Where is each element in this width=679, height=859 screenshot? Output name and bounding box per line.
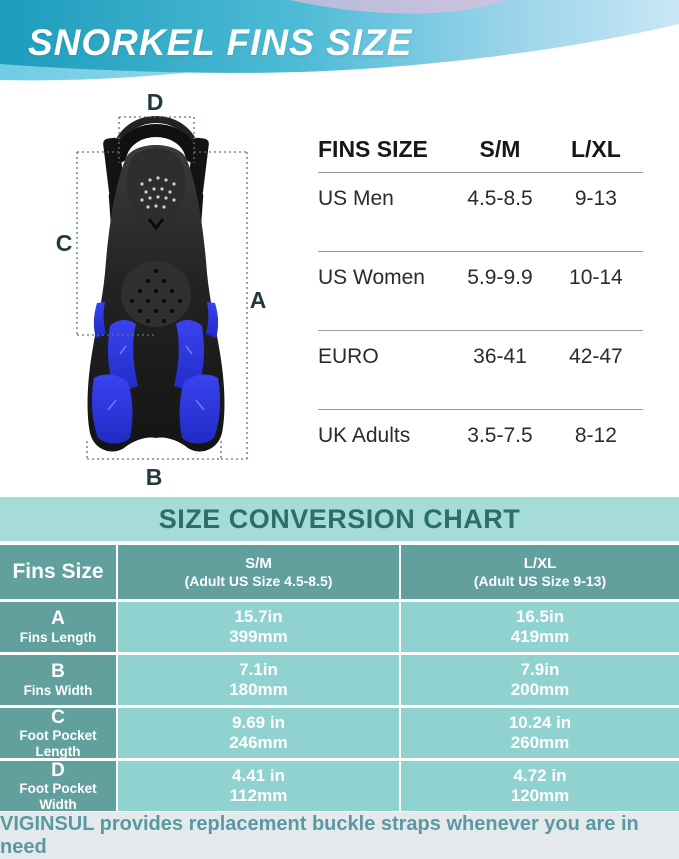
- sm-value: 4.5-8.5: [467, 187, 533, 210]
- sm-measurement: 15.7in 399mm: [118, 602, 399, 652]
- dimension-name: Foot Pocket Width: [19, 781, 97, 812]
- column-header-lxl: L/XL: [570, 135, 621, 162]
- row-key: D Foot Pocket Width: [0, 759, 116, 812]
- inches-value: 7.1in: [239, 660, 278, 680]
- inches-value: 15.7in: [234, 607, 283, 627]
- sm-value: 3.5-7.5: [467, 424, 533, 447]
- sm-measurement: 7.1in 180mm: [118, 655, 399, 705]
- mm-value: 120mm: [510, 786, 570, 805]
- conversion-chart-title: SIZE CONVERSION CHART: [0, 497, 679, 541]
- mm-value: 200mm: [510, 680, 570, 699]
- inches-value: 10.24 in: [508, 713, 572, 733]
- mm-value: 419mm: [510, 627, 570, 646]
- dimension-name: Foot Pocket Length: [19, 728, 97, 759]
- dimension-label-b: B: [146, 464, 163, 490]
- lxl-measurement: 7.9in 200mm: [401, 655, 679, 705]
- column-header-fins-size: FINS SIZE: [318, 135, 428, 162]
- dimension-label-c: C: [56, 230, 73, 256]
- lxl-measurement: 10.24 in 260mm: [401, 708, 679, 758]
- dimension-letter: A: [51, 608, 65, 630]
- mm-value: 260mm: [510, 733, 570, 752]
- header-swoosh-graphic: [0, 0, 679, 81]
- lxl-value: 10-14: [569, 266, 623, 289]
- row-label: US Women: [318, 266, 425, 289]
- table-row: UK Adults 3.5-7.5 8-12: [318, 409, 643, 488]
- header-size-detail: (Adult US Size 4.5-8.5): [184, 572, 333, 589]
- row-label: EURO: [318, 345, 379, 368]
- fins-size-table-header: FINS SIZE S/M L/XL: [318, 126, 643, 172]
- fin-dimension-diagram: D C A B: [50, 88, 275, 498]
- sm-value: 36-41: [473, 345, 527, 368]
- heel-pad-dots: [140, 176, 176, 209]
- header-size-detail: (Adult US Size 9-13): [473, 572, 607, 589]
- sm-measurement: 9.69 in 246mm: [118, 708, 399, 758]
- dimension-lines: [76, 116, 248, 460]
- page-title: SNORKEL FINS SIZE: [28, 22, 413, 63]
- footer-note: VIGINSUL provides replacement buckle str…: [0, 812, 679, 859]
- mm-value: 112mm: [229, 786, 288, 805]
- lxl-value: 42-47: [569, 345, 623, 368]
- blue-blade-panels: [91, 302, 221, 444]
- dimension-letter: B: [51, 661, 65, 683]
- header-size: S/M: [245, 555, 272, 573]
- inches-value: 4.72 in: [513, 766, 567, 786]
- table-row: US Men 4.5-8.5 9-13: [318, 172, 643, 251]
- size-conversion-table: Fins Size S/M (Adult US Size 4.5-8.5) L/…: [0, 545, 679, 812]
- inches-value: 9.69 in: [232, 713, 285, 733]
- fin-diagram-graphic: D C A B: [56, 89, 267, 490]
- lxl-value: 8-12: [574, 424, 617, 447]
- lxl-value: 9-13: [574, 187, 617, 210]
- header-label: Fins Size: [12, 559, 104, 583]
- conversion-header-sm: S/M (Adult US Size 4.5-8.5): [118, 545, 399, 599]
- dimension-label-d: D: [147, 89, 164, 115]
- lxl-measurement: 4.72 in 120mm: [401, 761, 679, 811]
- mm-value: 399mm: [229, 627, 288, 646]
- inches-value: 7.9in: [520, 660, 560, 680]
- dimension-letter: D: [51, 759, 65, 781]
- row-key: B Fins Width: [0, 655, 116, 705]
- sole-grip-dots: [129, 268, 183, 324]
- row-label: UK Adults: [318, 424, 411, 447]
- dimension-name: Fins Width: [23, 683, 93, 699]
- lxl-measurement: 16.5in 419mm: [401, 602, 679, 652]
- table-row: EURO 36-41 42-47: [318, 330, 643, 409]
- fins-size-table: FINS SIZE S/M L/XL US Men 4.5-8.5 9-13 U…: [318, 126, 643, 488]
- row-key: A Fins Length: [0, 602, 116, 652]
- column-header-sm: S/M: [479, 135, 521, 162]
- row-label: US Men: [318, 187, 394, 210]
- conversion-header-lxl: L/XL (Adult US Size 9-13): [401, 545, 679, 599]
- dimension-name: Fins Length: [19, 630, 97, 646]
- mm-value: 246mm: [229, 733, 288, 752]
- header-banner: SNORKEL FINS SIZE: [0, 0, 679, 95]
- mm-value: 180mm: [229, 680, 288, 699]
- conversion-header-fins-size: Fins Size: [0, 545, 116, 599]
- table-row: US Women 5.9-9.9 10-14: [318, 251, 643, 330]
- inches-value: 4.41 in: [232, 766, 285, 786]
- sm-measurement: 4.41 in 112mm: [118, 761, 399, 811]
- dimension-letter: C: [51, 706, 65, 728]
- sm-value: 5.9-9.9: [467, 266, 533, 289]
- fin-illustration: [87, 116, 225, 452]
- header-size: L/XL: [523, 555, 557, 573]
- inches-value: 16.5in: [515, 607, 565, 627]
- dimension-label-a: A: [250, 287, 267, 313]
- row-key: C Foot Pocket Length: [0, 706, 116, 759]
